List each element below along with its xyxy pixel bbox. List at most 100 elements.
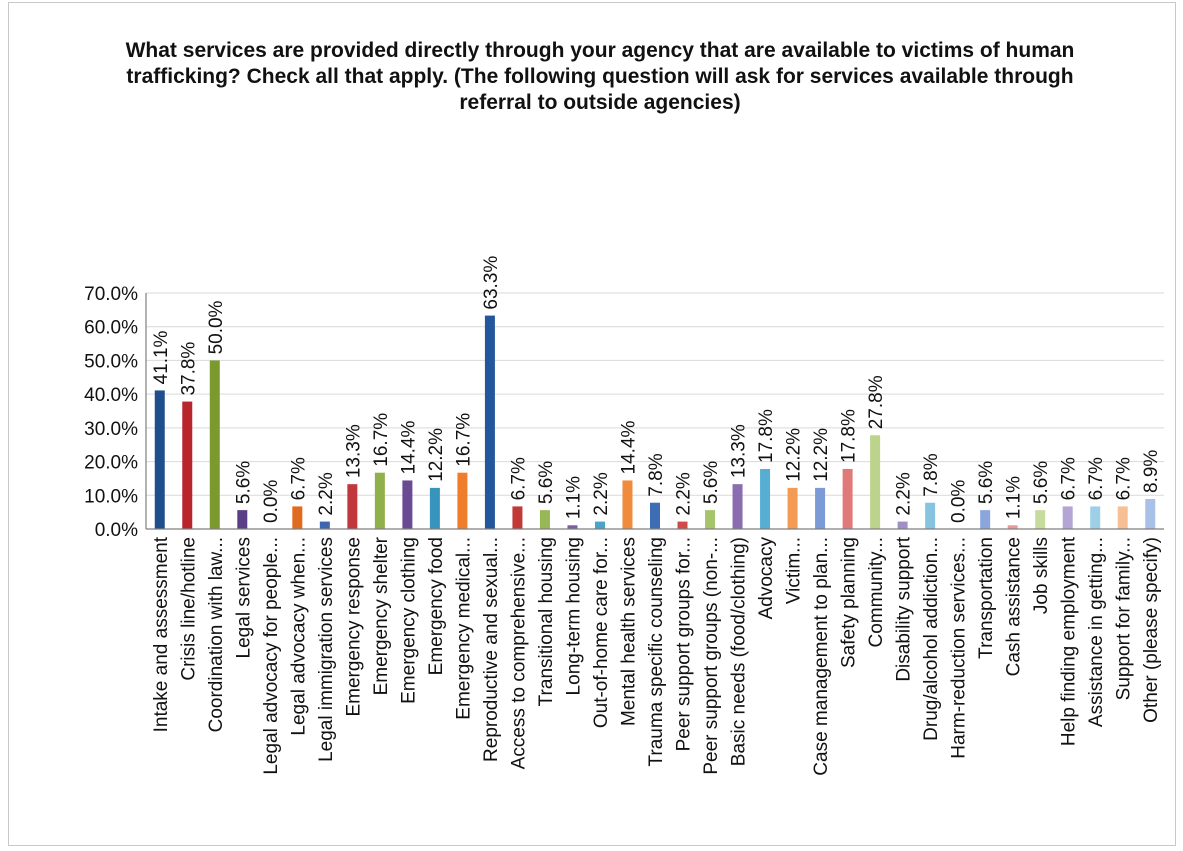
bar bbox=[732, 484, 743, 529]
category-label: Peer support groups for... bbox=[674, 537, 695, 751]
category-label: Legal advocacy when... bbox=[288, 537, 309, 736]
category-label: Other (please specify) bbox=[1141, 537, 1162, 723]
bar bbox=[292, 506, 303, 529]
category-label: Job skills bbox=[1031, 537, 1052, 614]
data-label: 17.8% bbox=[839, 409, 860, 463]
bar bbox=[484, 315, 495, 529]
data-label: 6.7% bbox=[508, 457, 529, 500]
category-label: Emergency response bbox=[343, 537, 364, 717]
category-label: Access to comprehensive... bbox=[508, 537, 529, 769]
data-labels: 41.1% 37.8% 50.0% 5.6% 0.0% 6.7% 2.2% 13.3% 16.7… bbox=[151, 256, 1162, 523]
data-label: 5.6% bbox=[233, 461, 254, 504]
data-label: 2.2% bbox=[894, 472, 915, 515]
category-label: Emergency medical... bbox=[453, 537, 474, 720]
data-label: 17.8% bbox=[756, 409, 777, 463]
data-label: 6.7% bbox=[288, 457, 309, 500]
bars bbox=[154, 315, 1156, 529]
bar bbox=[1062, 506, 1073, 529]
bar bbox=[1145, 498, 1156, 529]
data-label: 12.2% bbox=[784, 428, 805, 482]
data-label: 12.2% bbox=[811, 428, 832, 482]
bar bbox=[1035, 510, 1046, 529]
category-label: Out-of-home care for... bbox=[591, 537, 612, 728]
category-label: Trauma specific counseling bbox=[646, 537, 667, 767]
y-tick-label: 60.0% bbox=[84, 318, 138, 339]
data-label: 63.3% bbox=[481, 256, 502, 310]
bar bbox=[650, 502, 660, 529]
category-label: Case management to plan... bbox=[811, 537, 832, 776]
bar bbox=[154, 390, 165, 529]
bar bbox=[457, 472, 468, 529]
bar bbox=[209, 360, 220, 529]
bar bbox=[897, 521, 908, 529]
data-label: 0.0% bbox=[261, 480, 282, 523]
data-label: 7.8% bbox=[646, 453, 667, 496]
category-label: Safety planning bbox=[839, 537, 860, 668]
data-label: 12.2% bbox=[426, 428, 447, 482]
y-tick-label: 20.0% bbox=[84, 453, 138, 474]
data-label: 7.8% bbox=[921, 453, 942, 496]
data-label: 2.2% bbox=[316, 472, 337, 515]
category-label: Cash assistance bbox=[1004, 537, 1025, 676]
data-label: 2.2% bbox=[591, 472, 612, 515]
bar bbox=[429, 487, 440, 529]
bar bbox=[1117, 506, 1128, 529]
category-label: Community... bbox=[866, 537, 887, 648]
category-label: Mental health services bbox=[618, 537, 639, 726]
category-label: Harm-reduction services... bbox=[949, 537, 970, 759]
bar bbox=[815, 487, 826, 529]
bar bbox=[1007, 525, 1018, 529]
y-axis-ticks: 0.0% 10.0% 20.0% 30.0% 40.0% 50.0% 60.0% 70.0% bbox=[84, 284, 138, 541]
category-label: Emergency food bbox=[426, 537, 447, 675]
category-labels: Intake and assessment Crisis line/hotline… bbox=[151, 536, 1162, 775]
bar bbox=[705, 510, 716, 529]
category-label: Intake and assessment bbox=[151, 536, 172, 732]
data-label: 14.4% bbox=[398, 420, 419, 474]
y-tick-label: 30.0% bbox=[84, 419, 138, 440]
bar bbox=[870, 435, 881, 529]
data-label: 6.7% bbox=[1114, 457, 1135, 500]
category-label: Transportation bbox=[976, 537, 997, 659]
category-label: Help finding employment bbox=[1059, 536, 1080, 746]
bar bbox=[842, 468, 853, 529]
bar bbox=[760, 468, 771, 529]
chart-title: What services are provided directly thro… bbox=[125, 39, 1075, 114]
bar bbox=[567, 525, 578, 529]
bar bbox=[980, 510, 991, 529]
data-label: 50.0% bbox=[206, 300, 227, 354]
y-tick-label: 10.0% bbox=[84, 486, 138, 507]
bar bbox=[787, 487, 798, 529]
bar bbox=[374, 472, 385, 529]
category-label: Support for family... bbox=[1114, 537, 1135, 700]
data-label: 2.2% bbox=[674, 472, 695, 515]
category-label: Victim... bbox=[784, 537, 805, 604]
data-label: 5.6% bbox=[1031, 461, 1052, 504]
category-label: Transitional housing bbox=[536, 537, 557, 706]
bar bbox=[402, 480, 413, 529]
category-label: Crisis line/hotline bbox=[178, 537, 199, 681]
y-tick-label: 70.0% bbox=[84, 284, 138, 305]
data-label: 37.8% bbox=[178, 342, 199, 396]
category-label: Disability support bbox=[894, 536, 915, 681]
chart-frame bbox=[8, 2, 1176, 846]
bar bbox=[622, 480, 633, 529]
data-label: 5.6% bbox=[976, 461, 997, 504]
data-label: 13.3% bbox=[343, 424, 364, 478]
category-label: Legal services bbox=[233, 537, 254, 658]
data-label: 16.7% bbox=[371, 413, 392, 467]
data-label: 5.6% bbox=[536, 461, 557, 504]
category-label: Legal immigration services bbox=[316, 537, 337, 762]
category-label: Assistance in getting... bbox=[1086, 537, 1107, 727]
data-label: 6.7% bbox=[1086, 457, 1107, 500]
data-label: 6.7% bbox=[1059, 457, 1080, 500]
category-label: Peer support groups (non-... bbox=[701, 537, 722, 775]
category-label: Reproductive and sexual... bbox=[481, 537, 502, 762]
bar bbox=[319, 521, 330, 529]
bar bbox=[182, 401, 193, 529]
category-label: Coordination with law... bbox=[206, 537, 227, 732]
data-label: 14.4% bbox=[618, 420, 639, 474]
y-tick-label: 40.0% bbox=[84, 385, 138, 406]
category-label: Drug/alcohol addiction... bbox=[921, 537, 942, 741]
bar bbox=[237, 510, 248, 529]
